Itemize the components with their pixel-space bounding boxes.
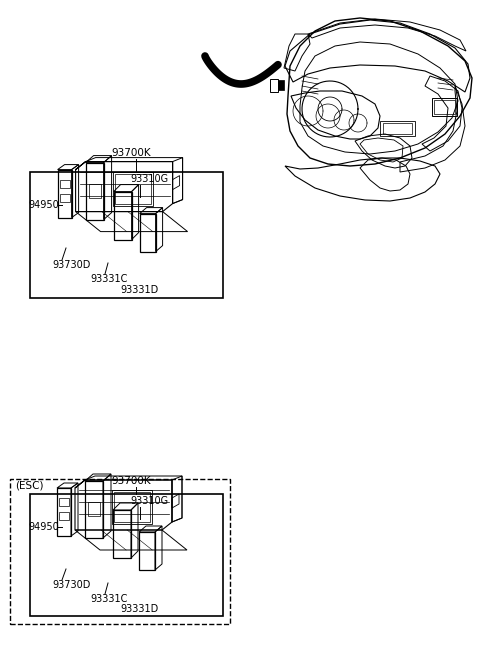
Bar <box>270 79 278 92</box>
Text: 93700K: 93700K <box>111 148 151 158</box>
Text: 93310G: 93310G <box>130 174 168 184</box>
Text: 93331D: 93331D <box>120 604 158 614</box>
Bar <box>30 494 223 616</box>
Bar <box>432 98 457 116</box>
Bar <box>60 180 70 188</box>
Bar <box>278 80 284 90</box>
Bar <box>114 492 150 522</box>
Bar <box>89 184 101 197</box>
Text: (ESC): (ESC) <box>15 481 44 491</box>
Text: 93730D: 93730D <box>52 580 90 590</box>
Text: 93730D: 93730D <box>52 260 90 270</box>
Bar <box>383 123 412 134</box>
Text: 94950: 94950 <box>28 200 59 210</box>
Bar <box>30 172 223 298</box>
Text: 93331C: 93331C <box>90 594 127 604</box>
Bar <box>380 121 415 136</box>
Bar <box>115 174 151 203</box>
Bar <box>59 512 69 520</box>
Bar <box>113 172 153 205</box>
Text: 93331C: 93331C <box>90 274 127 284</box>
Bar <box>59 498 69 506</box>
Text: 93700K: 93700K <box>111 476 151 486</box>
Bar <box>112 490 152 524</box>
Text: 93310G: 93310G <box>130 496 168 506</box>
Text: 93331D: 93331D <box>120 285 158 295</box>
Bar <box>88 502 100 516</box>
Bar <box>60 194 70 201</box>
Bar <box>434 100 455 114</box>
Bar <box>10 479 230 624</box>
Text: 94950: 94950 <box>28 522 59 532</box>
